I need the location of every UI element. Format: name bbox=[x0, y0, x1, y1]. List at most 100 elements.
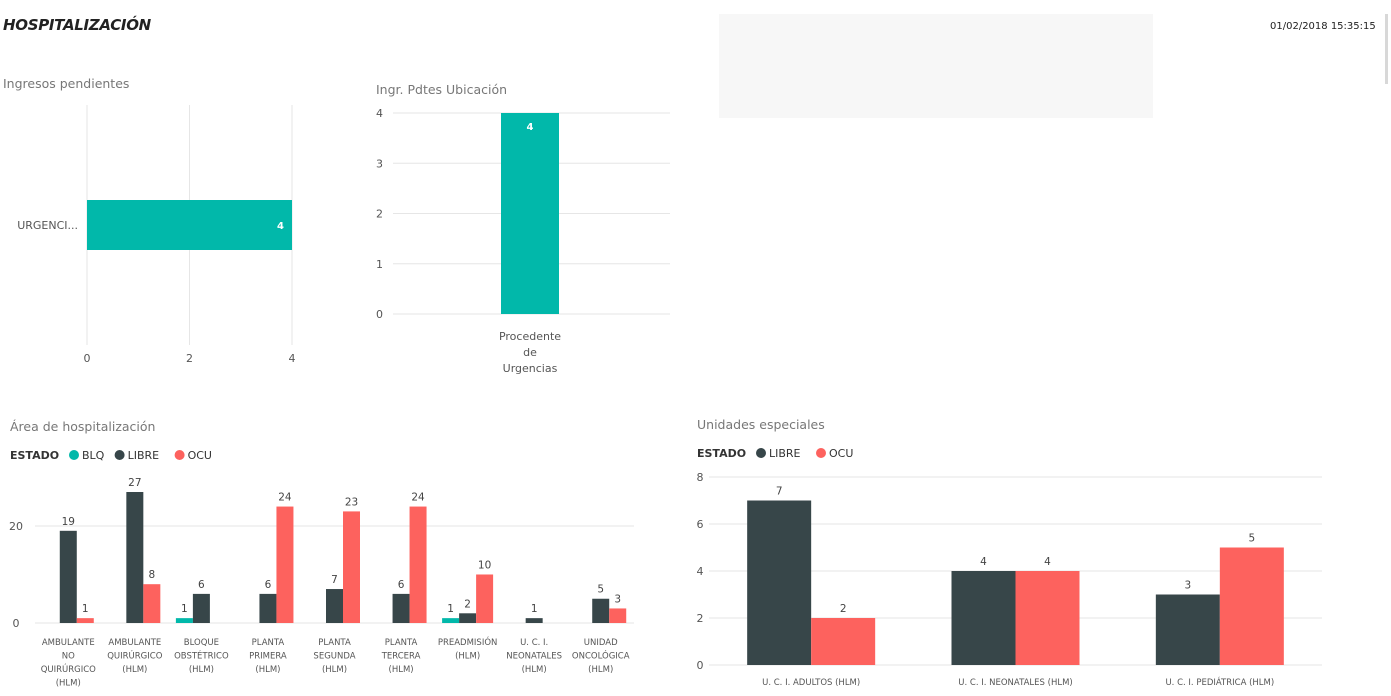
legend-label: LIBRE bbox=[769, 447, 801, 460]
y-tick-label: 2 bbox=[697, 612, 704, 625]
bar[interactable] bbox=[59, 530, 77, 623]
data-label: 4 bbox=[527, 122, 534, 133]
category-label: (HLM) bbox=[455, 652, 480, 662]
category-label: AMBULANTE bbox=[42, 638, 95, 648]
data-label: 4 bbox=[980, 556, 987, 568]
chart-title: Ingresos pendientes bbox=[3, 76, 129, 91]
data-label: 1 bbox=[447, 603, 454, 615]
data-label: 10 bbox=[478, 559, 491, 571]
bar[interactable] bbox=[609, 608, 627, 623]
category-label: (HLM) bbox=[389, 665, 414, 675]
bar[interactable] bbox=[326, 589, 343, 623]
category-label: Procedente bbox=[499, 330, 561, 343]
bar[interactable] bbox=[951, 571, 1016, 665]
data-label: 3 bbox=[614, 593, 621, 605]
y-tick-label: 6 bbox=[697, 518, 704, 531]
data-label: 6 bbox=[265, 579, 272, 591]
category-label: U. C. I. NEONATALES (HLM) bbox=[958, 678, 1072, 688]
category-label: QUIRÚRGICO bbox=[107, 650, 162, 662]
category-label: (HLM) bbox=[122, 665, 147, 675]
data-label: 23 bbox=[345, 496, 358, 508]
y-tick-label: 4 bbox=[697, 565, 704, 578]
category-label: U. C. I. PEDIÁTRICA (HLM) bbox=[1165, 676, 1274, 688]
data-label: 3 bbox=[1184, 580, 1191, 592]
category-label: QUIRÚRGICO bbox=[41, 663, 96, 675]
bar[interactable] bbox=[459, 613, 477, 623]
bar[interactable] bbox=[87, 200, 292, 250]
data-label: 2 bbox=[464, 598, 471, 610]
data-label: 2 bbox=[840, 603, 847, 615]
y-tick-label: 0 bbox=[376, 308, 383, 321]
category-label: BLOQUE bbox=[184, 638, 219, 648]
legend-marker[interactable] bbox=[174, 450, 185, 460]
category-label: (HLM) bbox=[588, 665, 613, 675]
y-tick-label: 8 bbox=[697, 471, 704, 484]
category-label: (HLM) bbox=[189, 665, 214, 675]
bar[interactable] bbox=[525, 618, 543, 623]
bar[interactable] bbox=[592, 598, 610, 623]
data-label: 1 bbox=[181, 603, 188, 615]
category-label: OBSTÉTRICO bbox=[174, 650, 229, 662]
bar[interactable] bbox=[126, 492, 144, 623]
category-label: U. C. I. bbox=[520, 638, 548, 648]
legend-label: OCU bbox=[188, 449, 212, 462]
x-tick-label: 2 bbox=[186, 352, 193, 365]
x-tick-label: 0 bbox=[84, 352, 91, 365]
data-label: 8 bbox=[148, 569, 155, 581]
bar[interactable] bbox=[276, 506, 294, 623]
data-label: 1 bbox=[82, 603, 89, 615]
bar[interactable] bbox=[501, 113, 559, 314]
y-tick-label: 1 bbox=[376, 258, 383, 271]
legend-marker[interactable] bbox=[114, 450, 125, 460]
bar[interactable] bbox=[343, 511, 360, 623]
bar[interactable] bbox=[392, 593, 410, 623]
chart-title: Área de hospitalización bbox=[10, 419, 155, 434]
legend-label: LIBRE bbox=[128, 449, 160, 462]
legend-label: BLQ bbox=[82, 449, 105, 462]
data-label: 24 bbox=[411, 492, 425, 504]
category-label: (HLM) bbox=[56, 679, 81, 689]
category-label: PLANTA bbox=[385, 638, 418, 648]
data-label: 6 bbox=[198, 579, 205, 591]
bar[interactable] bbox=[1219, 547, 1284, 666]
category-label: U. C. I. ADULTOS (HLM) bbox=[762, 678, 860, 688]
category-label: (HLM) bbox=[322, 665, 347, 675]
bar[interactable] bbox=[811, 618, 876, 665]
timestamp: 01/02/2018 15:35:15 bbox=[1270, 21, 1376, 32]
scrollbar[interactable] bbox=[1385, 14, 1388, 84]
data-label: 27 bbox=[128, 477, 141, 489]
data-label: 4 bbox=[277, 221, 284, 232]
category-label: Urgencias bbox=[503, 362, 558, 375]
bar[interactable] bbox=[175, 618, 193, 623]
bar[interactable] bbox=[1155, 594, 1220, 666]
legend-title: ESTADO bbox=[697, 447, 746, 460]
legend-marker[interactable] bbox=[756, 448, 766, 458]
bar[interactable] bbox=[76, 618, 94, 623]
chart-title: Unidades especiales bbox=[697, 417, 825, 432]
category-label: PRIMERA bbox=[249, 652, 287, 662]
data-label: 24 bbox=[278, 492, 292, 504]
bar[interactable] bbox=[442, 618, 460, 623]
x-tick-label: 4 bbox=[289, 352, 296, 365]
category-label: UNIDAD bbox=[584, 638, 618, 648]
category-label: (HLM) bbox=[255, 665, 280, 675]
legend-marker[interactable] bbox=[816, 448, 826, 458]
category-label: URGENCI... bbox=[17, 219, 78, 232]
bar[interactable] bbox=[476, 574, 494, 623]
data-label: 19 bbox=[62, 516, 75, 528]
bar[interactable] bbox=[747, 500, 812, 666]
y-tick-label: 0 bbox=[697, 659, 704, 672]
legend-label: OCU bbox=[829, 447, 853, 460]
bar[interactable] bbox=[259, 593, 277, 623]
y-tick-label: 3 bbox=[376, 157, 383, 170]
data-label: 6 bbox=[398, 579, 405, 591]
bar[interactable] bbox=[143, 584, 161, 623]
category-label: TERCERA bbox=[381, 652, 421, 662]
bar[interactable] bbox=[409, 506, 427, 623]
bar[interactable] bbox=[1015, 571, 1080, 665]
data-label: 1 bbox=[531, 603, 538, 615]
legend-marker[interactable] bbox=[69, 450, 79, 460]
bar[interactable] bbox=[192, 593, 210, 623]
category-label: PREADMISIÓN bbox=[438, 636, 498, 648]
